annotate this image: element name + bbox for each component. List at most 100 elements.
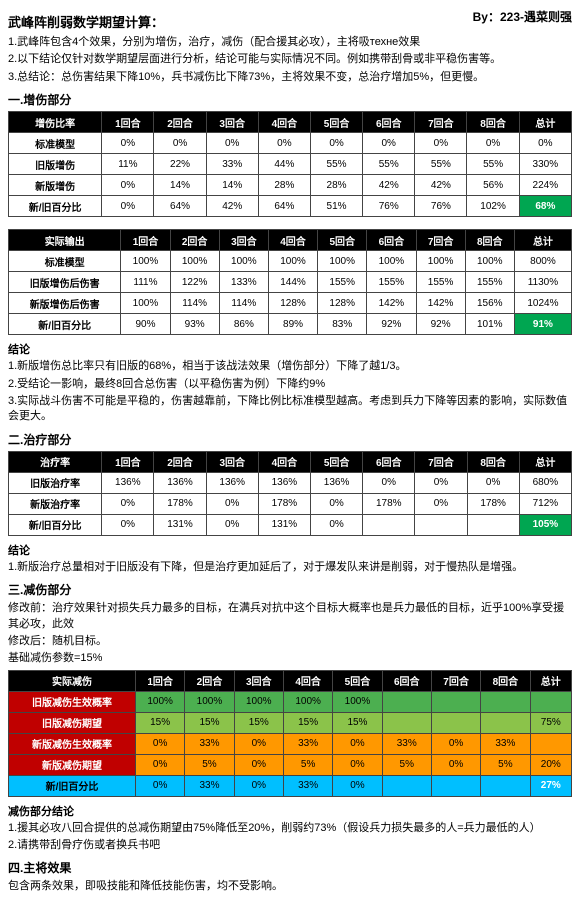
col-header: 1回合 — [102, 112, 154, 133]
table-cell: 114% — [219, 293, 268, 314]
table-cell: 新/旧百分比 — [9, 196, 102, 217]
col-header: 实际输出 — [9, 230, 121, 251]
table-cell: 27% — [530, 775, 571, 796]
table-cell: 76% — [363, 196, 415, 217]
table-cell: 178% — [363, 493, 415, 514]
table-cell: 0% — [234, 754, 283, 775]
table-cell: 90% — [121, 314, 170, 335]
table-cell: 0% — [415, 133, 467, 154]
table-cell: 155% — [367, 272, 416, 293]
col-header: 6回合 — [367, 230, 416, 251]
table-cell: 100% — [170, 251, 219, 272]
table-cell: 128% — [318, 293, 367, 314]
table-cell: 0% — [234, 733, 283, 754]
table-cell — [481, 691, 530, 712]
table-cell: 0% — [363, 133, 415, 154]
table-cell: 1024% — [514, 293, 571, 314]
col-header: 5回合 — [318, 230, 367, 251]
table-cell — [415, 514, 467, 535]
s2-conclusion-title: 结论 — [8, 542, 572, 558]
table-cell: 136% — [258, 472, 310, 493]
table-cell: 100% — [121, 251, 170, 272]
table-cell: 0% — [415, 493, 467, 514]
table-cell: 100% — [121, 293, 170, 314]
table-cell: 100% — [465, 251, 514, 272]
table-cell: 33% — [185, 775, 234, 796]
table-cell: 0% — [135, 775, 184, 796]
table-cell: 56% — [467, 175, 519, 196]
table-cell: 0% — [154, 133, 206, 154]
table-cell: 0% — [234, 775, 283, 796]
table-cell: 0% — [333, 775, 382, 796]
table-cell: 101% — [465, 314, 514, 335]
col-header: 5回合 — [333, 670, 382, 691]
col-header: 3回合 — [234, 670, 283, 691]
table-cell: 156% — [465, 293, 514, 314]
table-s3-t1: 实际减伤1回合2回合3回合4回合5回合6回合7回合8回合总计旧版减伤生效概率10… — [8, 670, 572, 797]
table-s1-t2: 实际输出1回合2回合3回合4回合5回合6回合7回合8回合总计标准模型100%10… — [8, 229, 572, 335]
table-cell: 92% — [367, 314, 416, 335]
table-cell: 100% — [268, 251, 317, 272]
table-cell: 0% — [206, 493, 258, 514]
table-cell: 15% — [333, 712, 382, 733]
table-cell: 旧版减伤期望 — [9, 712, 136, 733]
table-cell: 0% — [415, 472, 467, 493]
table-cell: 142% — [416, 293, 465, 314]
table-cell: 100% — [367, 251, 416, 272]
table-cell: 0% — [102, 133, 154, 154]
col-header: 8回合 — [481, 670, 530, 691]
table-cell: 14% — [154, 175, 206, 196]
table-cell — [530, 691, 571, 712]
table-cell: 33% — [481, 733, 530, 754]
table-cell: 44% — [258, 154, 310, 175]
table-cell: 105% — [519, 514, 571, 535]
section-3-title: 三.减伤部分 — [8, 581, 572, 598]
col-header: 7回合 — [415, 112, 467, 133]
col-header: 3回合 — [206, 112, 258, 133]
table-cell: 1130% — [514, 272, 571, 293]
table-cell: 0% — [311, 514, 363, 535]
table-cell: 0% — [102, 493, 154, 514]
table-cell: 0% — [363, 472, 415, 493]
table-cell: 5% — [283, 754, 332, 775]
section-1-title: 一.增伤部分 — [8, 91, 572, 108]
table-cell: 111% — [121, 272, 170, 293]
col-header: 7回合 — [416, 230, 465, 251]
col-header: 4回合 — [258, 112, 310, 133]
table-cell: 680% — [519, 472, 571, 493]
table-cell: 0% — [467, 133, 519, 154]
col-header: 7回合 — [415, 451, 467, 472]
table-cell: 64% — [258, 196, 310, 217]
table-cell: 新版治疗率 — [9, 493, 102, 514]
table-cell: 0% — [135, 754, 184, 775]
s1-c1: 1.新版增伤总比率只有旧版的68%，相当于该战法效果（增伤部分）下降了越1/3。 — [8, 359, 572, 374]
table-cell: 178% — [258, 493, 310, 514]
s1-c3: 3.实际战斗伤害不可能是平稳的，伤害越靠前，下降比例比标准模型越高。考虑到兵力下… — [8, 394, 572, 425]
table-s1-t1: 增伤比率1回合2回合3回合4回合5回合6回合7回合8回合总计标准模型0%0%0%… — [8, 111, 572, 217]
s2-c1: 1.新版治疗总量相对于旧版没有下降，但是治疗更加延后了，对于爆发队来讲是削弱，对… — [8, 560, 572, 575]
table-cell: 0% — [311, 493, 363, 514]
col-header: 2回合 — [154, 112, 206, 133]
table-cell: 89% — [268, 314, 317, 335]
table-cell: 224% — [519, 175, 571, 196]
col-header: 1回合 — [121, 230, 170, 251]
table-cell: 68% — [519, 196, 571, 217]
table-cell: 102% — [467, 196, 519, 217]
table-cell: 64% — [154, 196, 206, 217]
table-cell: 0% — [333, 754, 382, 775]
col-header: 7回合 — [431, 670, 480, 691]
s1-c2: 2.受结论一影响，最终8回合总伤害（以平稳伤害为例）下降约9% — [8, 377, 572, 392]
table-cell: 76% — [415, 196, 467, 217]
col-header: 6回合 — [382, 670, 431, 691]
table-cell: 0% — [206, 133, 258, 154]
col-header: 总计 — [519, 112, 571, 133]
table-cell: 新版增伤后伤害 — [9, 293, 121, 314]
table-cell: 122% — [170, 272, 219, 293]
table-cell: 55% — [310, 154, 362, 175]
table-cell — [382, 712, 431, 733]
s3-conclusion-title: 减伤部分结论 — [8, 803, 572, 819]
table-cell: 0% — [431, 754, 480, 775]
table-cell: 0% — [102, 196, 154, 217]
col-header: 8回合 — [467, 451, 519, 472]
s3-pre1: 修改前：治疗效果针对损失兵力最多的目标，在满兵对抗中这个目标大概率也是兵力最低的… — [8, 601, 572, 632]
